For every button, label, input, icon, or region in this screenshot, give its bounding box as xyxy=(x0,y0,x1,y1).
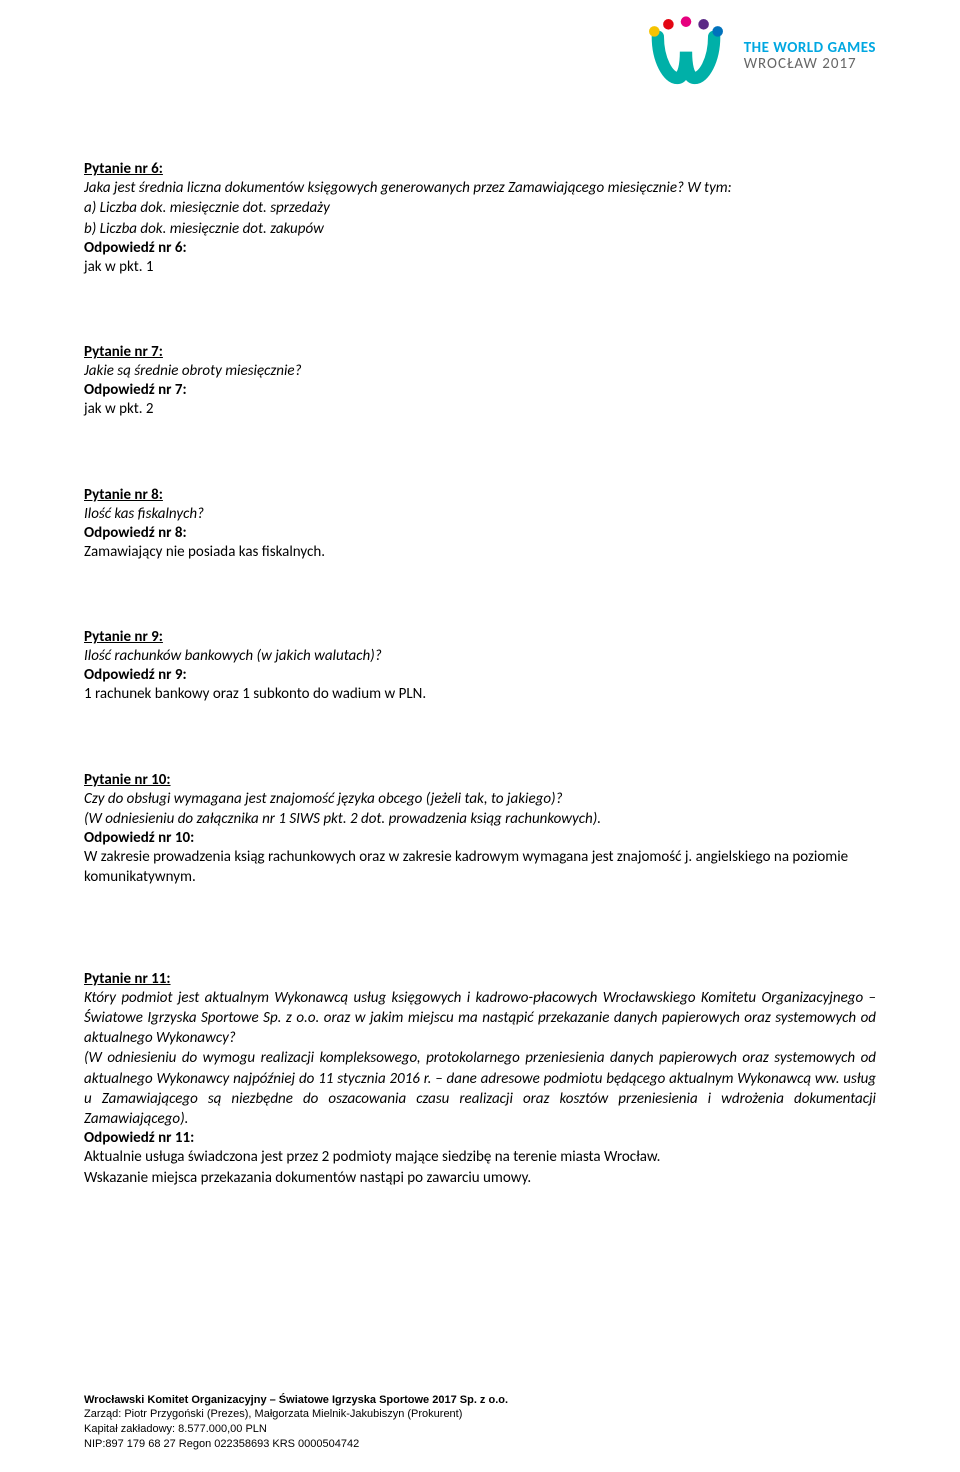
question-6-block: Pytanie nr 6: Jaka jest średnia liczna d… xyxy=(84,160,876,277)
question-9-text: Ilość rachunków bankowych (w jakich walu… xyxy=(84,646,876,666)
header-logo: THE WORLD GAMES WROCŁAW 2017 xyxy=(642,12,876,100)
footer-line2: Zarząd: Piotr Przygoński (Prezes), Małgo… xyxy=(84,1407,876,1422)
question-9-block: Pytanie nr 9: Ilość rachunków bankowych … xyxy=(84,628,876,705)
document-page: THE WORLD GAMES WROCŁAW 2017 Pytanie nr … xyxy=(0,0,960,1472)
answer-11-heading: Odpowiedź nr 11: xyxy=(84,1129,876,1147)
answer-8-heading: Odpowiedź nr 8: xyxy=(84,524,876,542)
logo-line2: WROCŁAW 2017 xyxy=(744,56,876,73)
answer-11-text-line2: Wskazanie miejsca przekazania dokumentów… xyxy=(84,1168,876,1188)
world-games-logo-icon xyxy=(642,12,730,100)
question-10-block: Pytanie nr 10: Czy do obsługi wymagana j… xyxy=(84,771,876,888)
answer-9-text: 1 rachunek bankowy oraz 1 subkonto do wa… xyxy=(84,684,876,704)
question-6-heading: Pytanie nr 6: xyxy=(84,160,876,178)
question-11-block: Pytanie nr 11: Który podmiot jest aktual… xyxy=(84,970,876,1188)
logo-line1: THE WORLD GAMES xyxy=(744,40,876,57)
question-7-text: Jakie są średnie obroty miesięcznie? xyxy=(84,361,876,381)
question-6-text-line2: a) Liczba dok. miesięcznie dot. sprzedaż… xyxy=(84,198,876,218)
answer-10-heading: Odpowiedź nr 10: xyxy=(84,829,876,847)
logo-text: THE WORLD GAMES WROCŁAW 2017 xyxy=(744,40,876,73)
answer-11-text-line1: Aktualnie usługa świadczona jest przez 2… xyxy=(84,1147,876,1167)
answer-7-text: jak w pkt. 2 xyxy=(84,399,876,419)
question-11-heading: Pytanie nr 11: xyxy=(84,970,876,988)
question-8-heading: Pytanie nr 8: xyxy=(84,486,876,504)
answer-6-text: jak w pkt. 1 xyxy=(84,257,876,277)
footer-line3: Kapitał zakładowy: 8.577.000,00 PLN xyxy=(84,1422,876,1437)
page-footer: Wrocławski Komitet Organizacyjny – Świat… xyxy=(84,1393,876,1452)
question-6-text-line1: Jaka jest średnia liczna dokumentów księ… xyxy=(84,178,876,198)
question-11-text-p1: Który podmiot jest aktualnym Wykonawcą u… xyxy=(84,988,876,1049)
answer-9-heading: Odpowiedź nr 9: xyxy=(84,666,876,684)
answer-6-heading: Odpowiedź nr 6: xyxy=(84,239,876,257)
answer-8-text: Zamawiający nie posiada kas fiskalnych. xyxy=(84,542,876,562)
question-8-text: Ilość kas fiskalnych? xyxy=(84,504,876,524)
footer-line1: Wrocławski Komitet Organizacyjny – Świat… xyxy=(84,1393,876,1408)
document-content: Pytanie nr 6: Jaka jest średnia liczna d… xyxy=(84,20,876,1188)
question-9-heading: Pytanie nr 9: xyxy=(84,628,876,646)
question-10-heading: Pytanie nr 10: xyxy=(84,771,876,789)
question-10-text-line1: Czy do obsługi wymagana jest znajomość j… xyxy=(84,789,876,809)
question-7-heading: Pytanie nr 7: xyxy=(84,343,876,361)
question-6-text-line3: b) Liczba dok. miesięcznie dot. zakupów xyxy=(84,219,876,239)
question-10-text-line2: (W odniesieniu do załącznika nr 1 SIWS p… xyxy=(84,809,876,829)
question-7-block: Pytanie nr 7: Jakie są średnie obroty mi… xyxy=(84,343,876,420)
answer-10-text: W zakresie prowadzenia ksiąg rachunkowyc… xyxy=(84,847,876,888)
footer-line4: NIP:897 179 68 27 Regon 022358693 KRS 00… xyxy=(84,1437,876,1452)
question-11-text-p2: (W odniesieniu do wymogu realizacji komp… xyxy=(84,1048,876,1129)
question-8-block: Pytanie nr 8: Ilość kas fiskalnych? Odpo… xyxy=(84,486,876,563)
answer-7-heading: Odpowiedź nr 7: xyxy=(84,381,876,399)
